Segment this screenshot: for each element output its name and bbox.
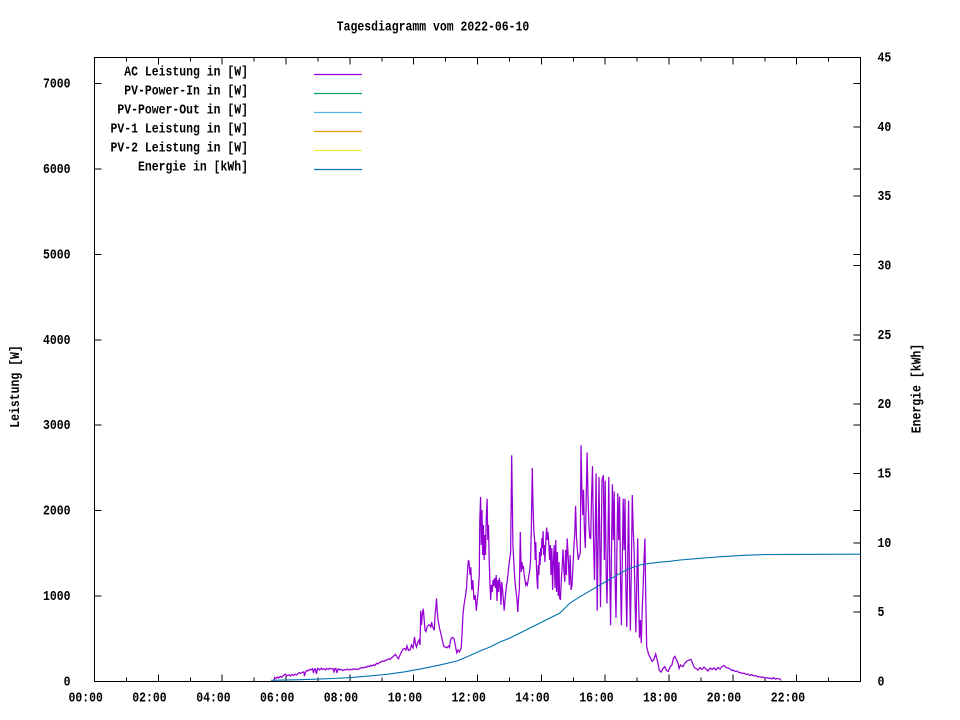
svg-text:22:00: 22:00 xyxy=(771,691,805,707)
svg-text:PV-1 Leistung in [W]: PV-1 Leistung in [W] xyxy=(111,122,249,138)
svg-text:0: 0 xyxy=(64,675,71,691)
svg-text:40: 40 xyxy=(878,120,892,136)
svg-text:00:00: 00:00 xyxy=(69,691,103,707)
svg-text:30: 30 xyxy=(878,259,892,275)
svg-text:06:00: 06:00 xyxy=(260,691,294,707)
svg-text:04:00: 04:00 xyxy=(196,691,230,707)
svg-text:20: 20 xyxy=(878,397,892,413)
svg-text:25: 25 xyxy=(878,328,892,344)
svg-text:14:00: 14:00 xyxy=(515,691,549,707)
svg-text:Leistung [W]: Leistung [W] xyxy=(8,345,24,428)
svg-text:20:00: 20:00 xyxy=(707,691,741,707)
svg-text:PV-Power-In in [W]: PV-Power-In in [W] xyxy=(124,84,248,100)
svg-text:35: 35 xyxy=(878,189,892,205)
svg-text:18:00: 18:00 xyxy=(643,691,677,707)
svg-text:6000: 6000 xyxy=(43,162,71,178)
svg-text:10:00: 10:00 xyxy=(388,691,422,707)
svg-text:PV-2 Leistung in [W]: PV-2 Leistung in [W] xyxy=(111,141,249,157)
svg-text:1000: 1000 xyxy=(43,589,71,605)
svg-text:PV-Power-Out in [W]: PV-Power-Out in [W] xyxy=(117,103,248,119)
svg-text:Tagesdiagramm vom 2022-06-10: Tagesdiagramm vom 2022-06-10 xyxy=(337,20,530,36)
svg-text:02:00: 02:00 xyxy=(132,691,166,707)
svg-text:12:00: 12:00 xyxy=(452,691,486,707)
svg-text:7000: 7000 xyxy=(43,77,71,93)
svg-text:10: 10 xyxy=(878,536,892,552)
svg-text:3000: 3000 xyxy=(43,418,71,434)
svg-text:AC Leistung in [W]: AC Leistung in [W] xyxy=(124,65,248,81)
svg-text:08:00: 08:00 xyxy=(324,691,358,707)
svg-text:Energie [kWh]: Energie [kWh] xyxy=(910,344,926,433)
svg-text:5000: 5000 xyxy=(43,247,71,263)
svg-text:Energie in [kWh]: Energie in [kWh] xyxy=(138,160,248,176)
svg-text:2000: 2000 xyxy=(43,504,71,520)
svg-text:15: 15 xyxy=(878,467,892,483)
svg-text:16:00: 16:00 xyxy=(579,691,613,707)
svg-text:0: 0 xyxy=(878,675,885,691)
svg-text:5: 5 xyxy=(878,605,885,621)
svg-text:45: 45 xyxy=(878,51,892,67)
svg-text:4000: 4000 xyxy=(43,333,71,349)
